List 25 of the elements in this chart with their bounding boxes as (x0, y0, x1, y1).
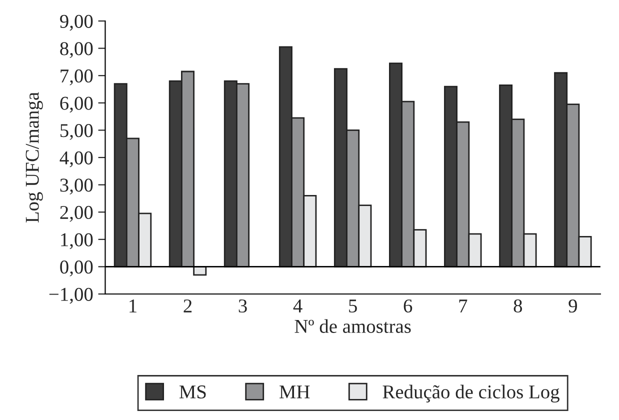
x-tick-label: 9 (568, 299, 577, 313)
x-tick-label: 1 (130, 300, 136, 312)
y-tick-label: 9,00 (60, 14, 93, 31)
x-tick-label: 5 (349, 300, 357, 313)
y-tick-label: 6,00 (60, 96, 93, 113)
y-tick-label: 5,00 (60, 124, 93, 140)
y-tick-label: 3,00 (60, 178, 93, 195)
x-tick-label: 2 (184, 299, 192, 312)
y-axis-title: Log UFC/manga (26, 92, 43, 223)
y-tick-label: 2,00 (60, 206, 93, 222)
legend-label: Redução de ciclos Log (382, 384, 560, 402)
x-tick-label: 3 (238, 299, 247, 313)
legend-label: MS (179, 385, 206, 398)
y-tick-label: −1,00 (49, 288, 93, 304)
x-axis-title: Nº de amostras (294, 319, 411, 333)
y-tick-label: 4,00 (60, 151, 93, 168)
x-tick-label: 7 (459, 300, 468, 312)
legend-label: MH (279, 386, 310, 398)
x-tick-label: 6 (404, 299, 412, 313)
y-tick-label: 1,00 (61, 233, 93, 250)
y-tick-label: 8,00 (60, 42, 93, 58)
y-tick-label: 0,00 (60, 260, 93, 276)
y-tick-label: 7,00 (60, 69, 93, 86)
x-tick-label: 4 (293, 300, 302, 312)
x-tick-label: 8 (514, 299, 522, 313)
